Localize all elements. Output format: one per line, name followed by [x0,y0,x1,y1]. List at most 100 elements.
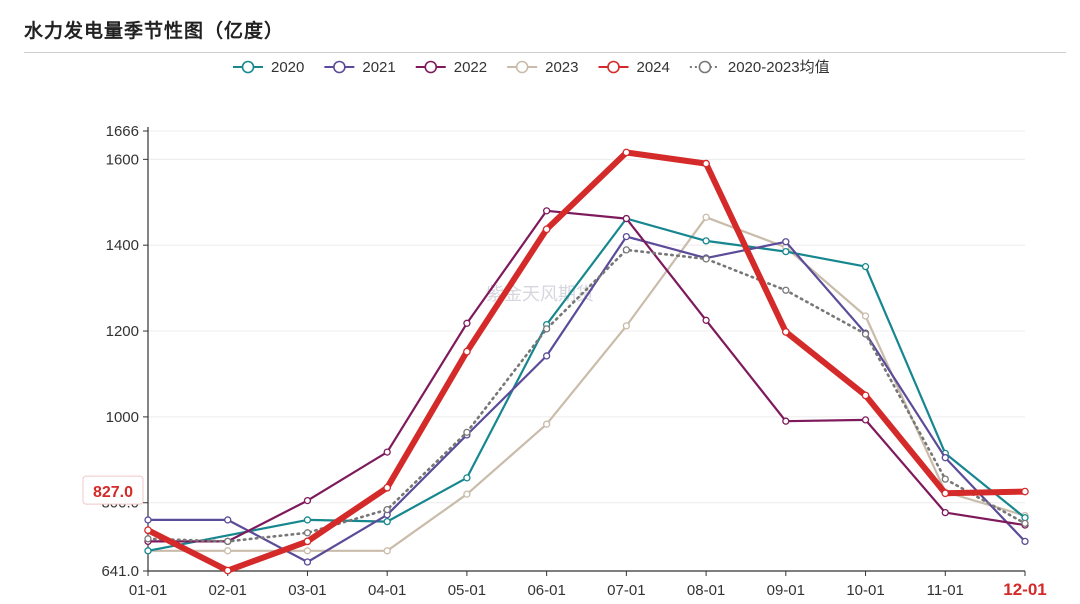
legend-swatch-marker [515,60,529,74]
data-point-2024 [1021,487,1029,496]
data-point-2020 [144,547,152,555]
data-point-2020 [861,262,870,271]
legend[interactable]: 2020 2021 2022 2023 2024 2020-2023均值 [233,59,830,76]
y-tick-label: 1000 [106,409,139,426]
x-tick-label: 06-01 [527,582,565,599]
x-tick-label: 11-01 [927,582,964,599]
x-tick-label: 08-01 [687,582,725,599]
y-tick-label: 1200 [106,323,139,340]
data-point-2020-2023均值 [702,255,710,263]
legend-label: 2022 [454,59,487,76]
data-point-2024 [702,159,710,168]
data-point-2024 [781,328,790,336]
data-point-2023 [542,420,551,428]
data-point-2020-2023均值 [144,535,152,543]
data-point-2021 [941,454,949,462]
data-point-2022 [383,448,391,456]
data-point-2022 [941,508,949,517]
series-2024 [144,148,1029,575]
data-point-2023 [463,490,471,498]
y-tick-label: 1400 [106,237,139,254]
data-point-2024 [383,483,392,492]
legend-label: 2024 [637,59,670,76]
data-point-2020 [383,517,391,526]
data-point-2024 [861,391,870,400]
legend-swatch-marker [241,60,255,74]
legend-swatch-marker [607,60,620,74]
data-point-2022 [622,214,631,223]
x-tick-label: 09-01 [767,582,805,599]
axes [143,127,1026,576]
legend-item-2023[interactable]: 2023 [507,59,579,76]
series-line-2022 [146,209,1027,543]
x-tick-label: 01-01 [129,582,167,599]
data-point-2023 [383,547,391,555]
x-tick-label: 05-01 [448,582,486,599]
data-point-2020-2023均值 [1021,519,1029,528]
legend-item-2020-2023均值[interactable]: 2020-2023均值 [689,59,830,76]
data-point-2020-2023均值 [861,330,870,338]
data-point-2020-2023均值 [782,286,790,294]
data-point-2021 [542,352,551,360]
data-point-2020-2023均值 [224,537,232,546]
legend-label: 2020 [271,59,304,76]
y-tick-label: 1600 [106,151,139,168]
data-point-2020-2023均值 [383,505,391,514]
data-point-2024 [223,566,232,575]
current-value-label: 827.0 [93,484,133,501]
data-point-2021 [224,516,232,524]
data-point-2023 [303,547,312,555]
data-point-2021 [1021,537,1029,546]
data-point-2021 [782,238,790,246]
series-line-2020-2023均值 [146,248,1027,543]
x-tick-label: 03-01 [288,582,326,599]
x-tick-label: 04-01 [368,582,406,599]
chart-title: 水力发电量季节性图（亿度） [24,20,285,42]
legend-item-2022[interactable]: 2022 [415,59,487,76]
data-point-2020-2023均值 [941,475,949,483]
data-point-2020 [463,474,471,482]
data-point-2022 [702,316,710,324]
data-point-2023 [861,312,870,320]
data-point-2023 [224,547,232,555]
data-point-2021 [622,232,631,241]
data-point-2021 [303,558,312,566]
series-line-2024 [145,149,1028,574]
watermark: 紫金天风期货 [486,284,594,305]
x-tick-label: 07-01 [607,582,645,599]
data-point-2024 [144,526,152,535]
data-point-2020 [782,247,790,256]
series-2021 [144,232,1029,566]
legend-label: 2021 [362,59,395,76]
data-point-2022 [463,319,471,327]
data-point-2020-2023均值 [622,246,631,254]
x-tick-label: 12-01 [1003,580,1046,599]
y-tick-label: 1666 [106,123,139,140]
data-point-2020-2023均值 [303,529,312,537]
data-point-2021 [144,516,152,524]
legend-swatch-marker [333,60,346,74]
x-tick-label: 02-01 [209,582,247,599]
series-2023 [144,213,1029,555]
legend-swatch-marker [698,60,712,74]
legend-item-2021[interactable]: 2021 [324,59,396,76]
data-point-2022 [542,207,551,215]
data-point-2023 [622,322,631,330]
grid-lines [148,130,1025,504]
x-tick-label: 10-01 [846,582,884,599]
current-value-tag [82,475,144,505]
legend-label: 2023 [545,59,578,76]
series-line-2023 [146,216,1027,552]
tick-labels: 641.0800.01000120014001600166601-0102-01… [82,123,1047,599]
legend-item-2020[interactable]: 2020 [233,59,304,76]
legend-swatch-marker [424,60,438,74]
data-point-2020-2023均值 [542,325,551,333]
legend-item-2024[interactable]: 2024 [598,59,670,76]
data-point-2024 [303,537,312,546]
data-point-2024 [622,148,631,157]
data-point-2022 [303,496,312,505]
y-tick-label: 641.0 [101,563,139,580]
data-point-2020 [303,516,312,524]
series-lines [144,148,1029,575]
